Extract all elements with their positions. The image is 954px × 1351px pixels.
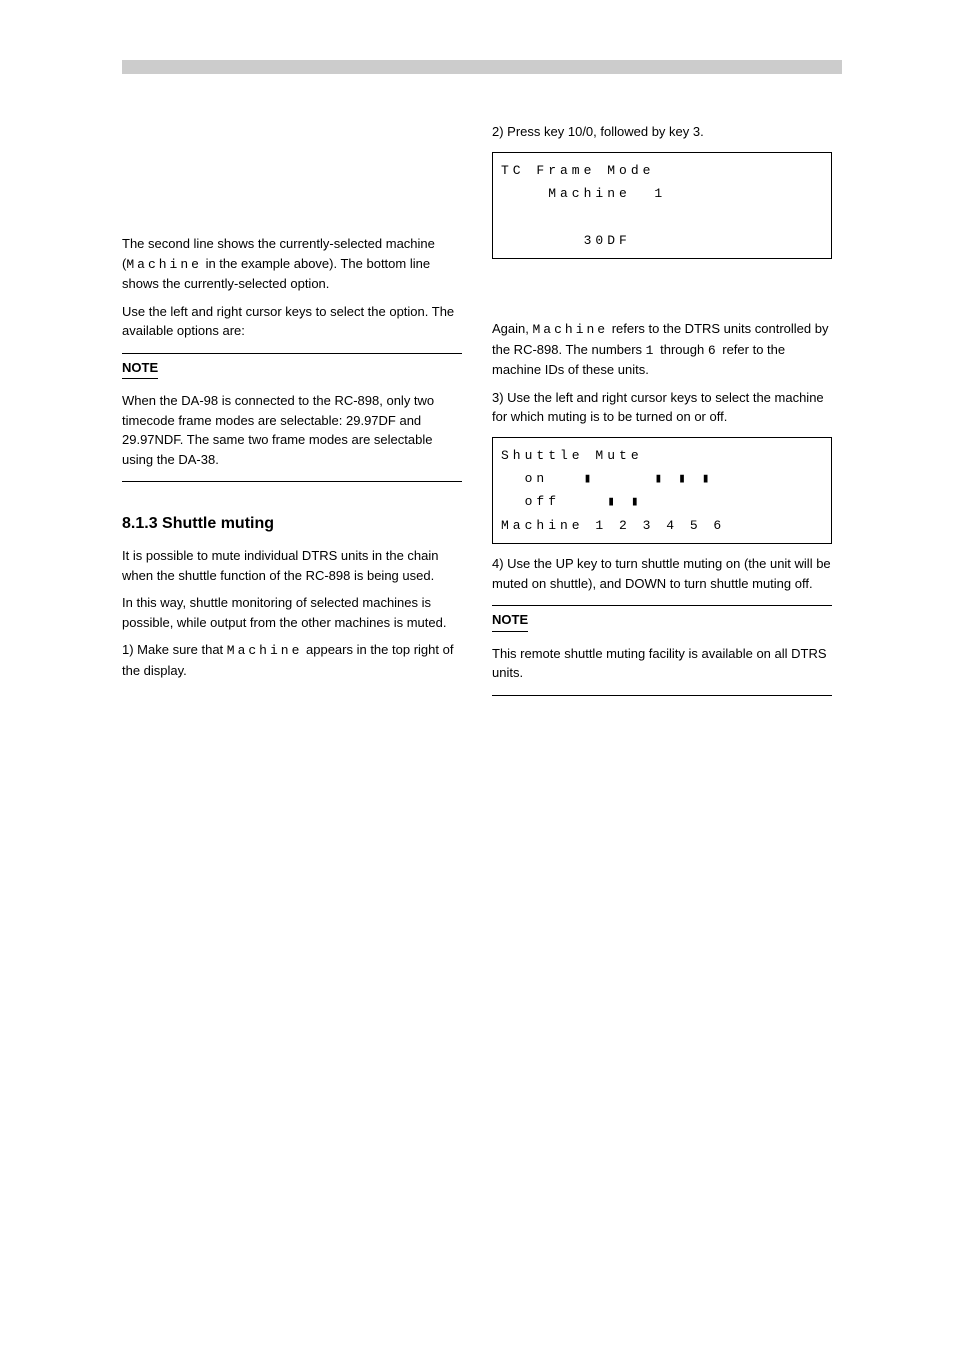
paragraph-machine-line: The second line shows the currently-sele… <box>122 234 462 294</box>
section-heading-813: 8.1.3 Shuttle muting <box>122 512 462 536</box>
mono-machine: Machine <box>126 257 202 272</box>
lcd2-machine-row: Machine 1 2 3 4 5 6 <box>501 518 725 533</box>
p813-3: 1) Make sure that Machine appears in the… <box>122 640 462 680</box>
mono-machine-2: Machine <box>227 643 303 658</box>
step-3: 3) Use the left and right cursor keys to… <box>492 388 832 427</box>
left-column: The second line shows the currently-sele… <box>122 114 462 708</box>
mono-1: 1 <box>646 343 657 358</box>
lcd-tc-frame-mode: TC Frame Mode Machine 1 30DF <box>492 152 832 260</box>
lcd2-off-row: off ▮ ▮ <box>501 494 725 509</box>
page-content: The second line shows the currently-sele… <box>0 114 954 708</box>
text: Again, <box>492 321 532 336</box>
right-column: 2) Press key 10/0, followed by key 3. TC… <box>492 114 832 708</box>
header-bar <box>122 60 842 74</box>
lcd-shuttle-mute: Shuttle Mute on ▮ ▮ ▮ ▮ off ▮ ▮ Machine … <box>492 437 832 545</box>
mono-6: 6 <box>708 343 719 358</box>
note-block-1: NOTE When the DA-98 is connected to the … <box>122 353 462 483</box>
note-body-2: This remote shuttle muting facility is a… <box>492 644 832 683</box>
lcd-line2: Machine 1 <box>501 186 666 201</box>
lcd2-title: Shuttle Mute <box>501 448 643 463</box>
lcd-line1: TC Frame Mode <box>501 163 654 178</box>
note-body: When the DA-98 is connected to the RC-89… <box>122 391 462 469</box>
p813-1: It is possible to mute individual DTRS u… <box>122 546 462 585</box>
paragraph-options-intro: Use the left and right cursor keys to se… <box>122 302 462 341</box>
lcd-line4: 30DF <box>501 233 631 248</box>
p813-4: Again, Machine refers to the DTRS units … <box>492 319 832 380</box>
two-column-layout: The second line shows the currently-sele… <box>122 114 832 708</box>
text: through <box>656 342 707 357</box>
note-label-2: NOTE <box>492 610 528 632</box>
note-block-2: NOTE This remote shuttle muting facility… <box>492 605 832 696</box>
mono-machine-3: Machine <box>532 322 608 337</box>
lcd2-on-row: on ▮ ▮ ▮ ▮ <box>501 471 725 486</box>
step-4: 4) Use the UP key to turn shuttle muting… <box>492 554 832 593</box>
p813-2: In this way, shuttle monitoring of selec… <box>122 593 462 632</box>
step-2: 2) Press key 10/0, followed by key 3. <box>492 122 832 142</box>
note-label: NOTE <box>122 358 158 380</box>
text: 1) Make sure that <box>122 642 227 657</box>
